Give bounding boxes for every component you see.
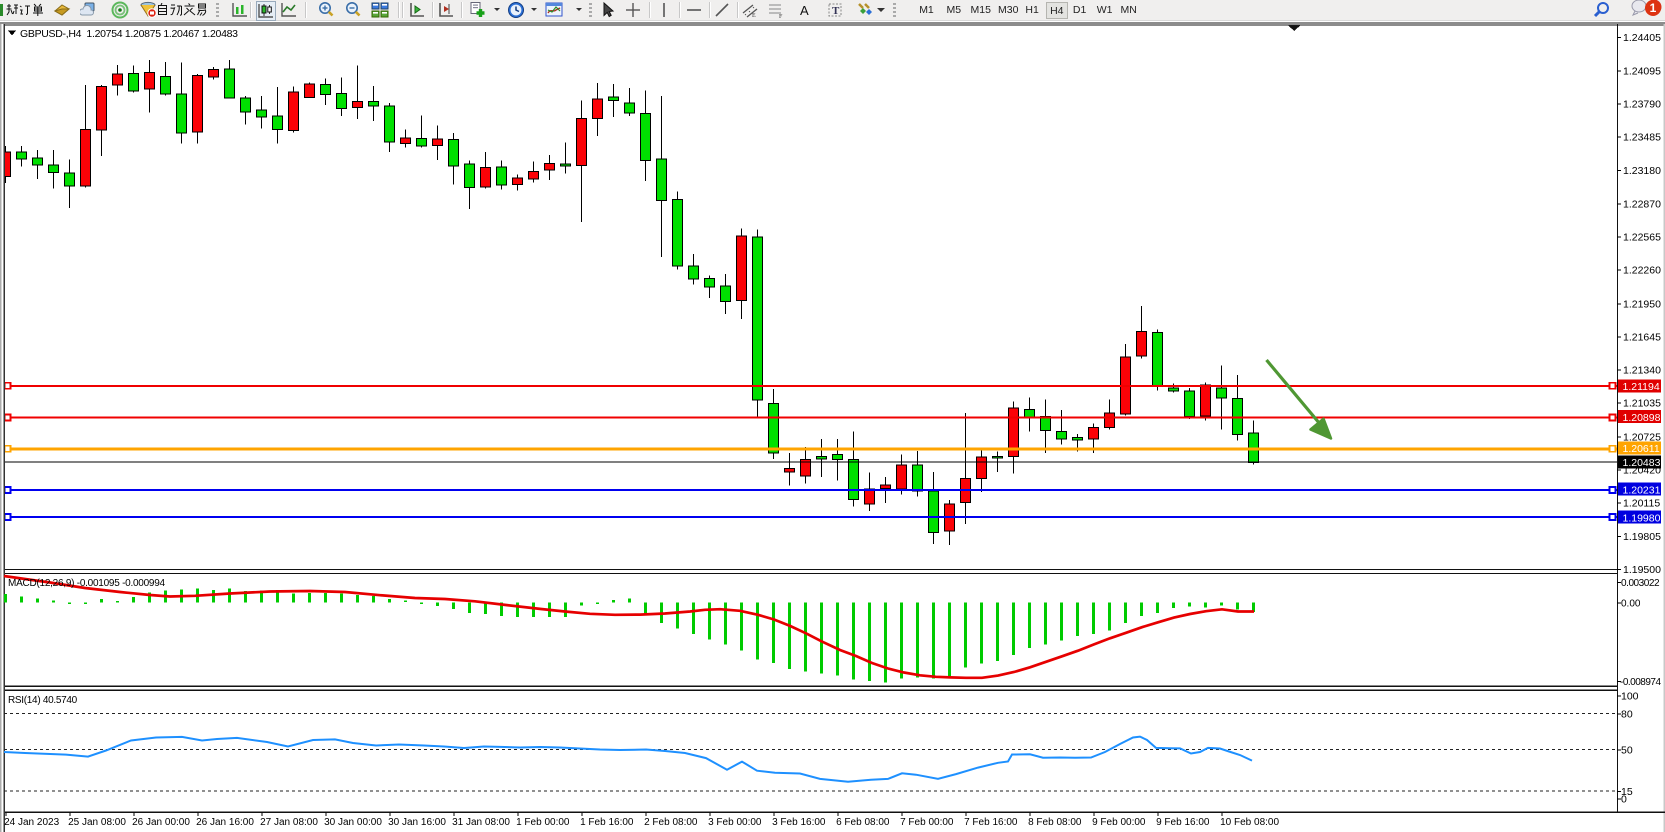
svg-text:26 Jan 00:00: 26 Jan 00:00 [132, 817, 190, 828]
svg-text:50: 50 [1621, 744, 1633, 756]
svg-text:30 Jan 00:00: 30 Jan 00:00 [324, 817, 382, 828]
svg-text:0: 0 [1621, 794, 1627, 806]
svg-text:1.19980: 1.19980 [1623, 512, 1661, 524]
svg-text:30 Jan 16:00: 30 Jan 16:00 [388, 817, 446, 828]
svg-text:T: T [832, 5, 840, 17]
svg-text:1.24405: 1.24405 [1623, 32, 1661, 44]
svg-text:10 Feb 08:00: 10 Feb 08:00 [1220, 817, 1279, 828]
svg-text:31 Jan 08:00: 31 Jan 08:00 [452, 817, 510, 828]
svg-text:1.23485: 1.23485 [1623, 132, 1661, 144]
svg-text:15: 15 [1621, 786, 1633, 798]
svg-text:9 Feb 16:00: 9 Feb 16:00 [1156, 817, 1210, 828]
svg-text:100: 100 [1621, 691, 1639, 703]
svg-text:-0.008974: -0.008974 [1620, 677, 1661, 688]
svg-text:7 Feb 16:00: 7 Feb 16:00 [964, 817, 1018, 828]
svg-text:1.20898: 1.20898 [1623, 412, 1661, 424]
svg-text:1.23790: 1.23790 [1623, 99, 1661, 111]
svg-text:1.20483: 1.20483 [1623, 457, 1661, 469]
svg-text:0.00: 0.00 [1621, 599, 1641, 610]
svg-text:1.19500: 1.19500 [1623, 564, 1661, 576]
svg-text:1.20611: 1.20611 [1623, 443, 1660, 455]
svg-text:6 Feb 08:00: 6 Feb 08:00 [836, 817, 890, 828]
svg-text:25 Jan 08:00: 25 Jan 08:00 [68, 817, 126, 828]
svg-text:1.21340: 1.21340 [1623, 365, 1661, 377]
svg-text:3 Feb 00:00: 3 Feb 00:00 [708, 817, 762, 828]
svg-text:1.21645: 1.21645 [1623, 331, 1661, 343]
svg-text:27 Jan 08:00: 27 Jan 08:00 [260, 817, 318, 828]
svg-text:1 Feb 16:00: 1 Feb 16:00 [580, 817, 634, 828]
svg-text:8 Feb 08:00: 8 Feb 08:00 [1028, 817, 1082, 828]
svg-text:1 Feb 00:00: 1 Feb 00:00 [516, 817, 570, 828]
svg-text:0.003022: 0.003022 [1621, 578, 1660, 589]
svg-text:1.21950: 1.21950 [1623, 298, 1661, 310]
svg-text:1.22260: 1.22260 [1623, 265, 1661, 277]
svg-text:E: E [752, 13, 756, 19]
svg-text:1.20115: 1.20115 [1623, 498, 1660, 510]
svg-text:24 Jan 2023: 24 Jan 2023 [4, 817, 59, 828]
svg-text:RSI(14) 40.5740: RSI(14) 40.5740 [8, 695, 78, 706]
svg-text:1.19805: 1.19805 [1623, 531, 1661, 543]
svg-text:MACD(12,26,9) -0.001095 -0.000: MACD(12,26,9) -0.001095 -0.000994 [8, 578, 166, 589]
svg-text:1.21194: 1.21194 [1623, 381, 1660, 393]
svg-text:1.22870: 1.22870 [1623, 199, 1661, 211]
svg-text:26 Jan 16:00: 26 Jan 16:00 [196, 817, 254, 828]
svg-text:1.21035: 1.21035 [1623, 398, 1661, 410]
svg-text:1.23180: 1.23180 [1623, 165, 1661, 177]
svg-text:1.20725: 1.20725 [1623, 431, 1661, 443]
svg-text:1.24095: 1.24095 [1623, 66, 1661, 78]
svg-text:GBPUSD-,H4 1.20754 1.20875 1.: GBPUSD-,H4 1.20754 1.20875 1.20467 1.204… [20, 28, 238, 40]
svg-text:F: F [779, 14, 783, 19]
svg-text:1.20231: 1.20231 [1623, 484, 1661, 496]
svg-text:1.22565: 1.22565 [1623, 232, 1661, 244]
svg-text:9 Feb 00:00: 9 Feb 00:00 [1092, 817, 1146, 828]
svg-text:7 Feb 00:00: 7 Feb 00:00 [900, 817, 954, 828]
svg-text:80: 80 [1621, 709, 1633, 721]
svg-text:3 Feb 16:00: 3 Feb 16:00 [772, 817, 826, 828]
svg-text:2 Feb 08:00: 2 Feb 08:00 [644, 817, 698, 828]
